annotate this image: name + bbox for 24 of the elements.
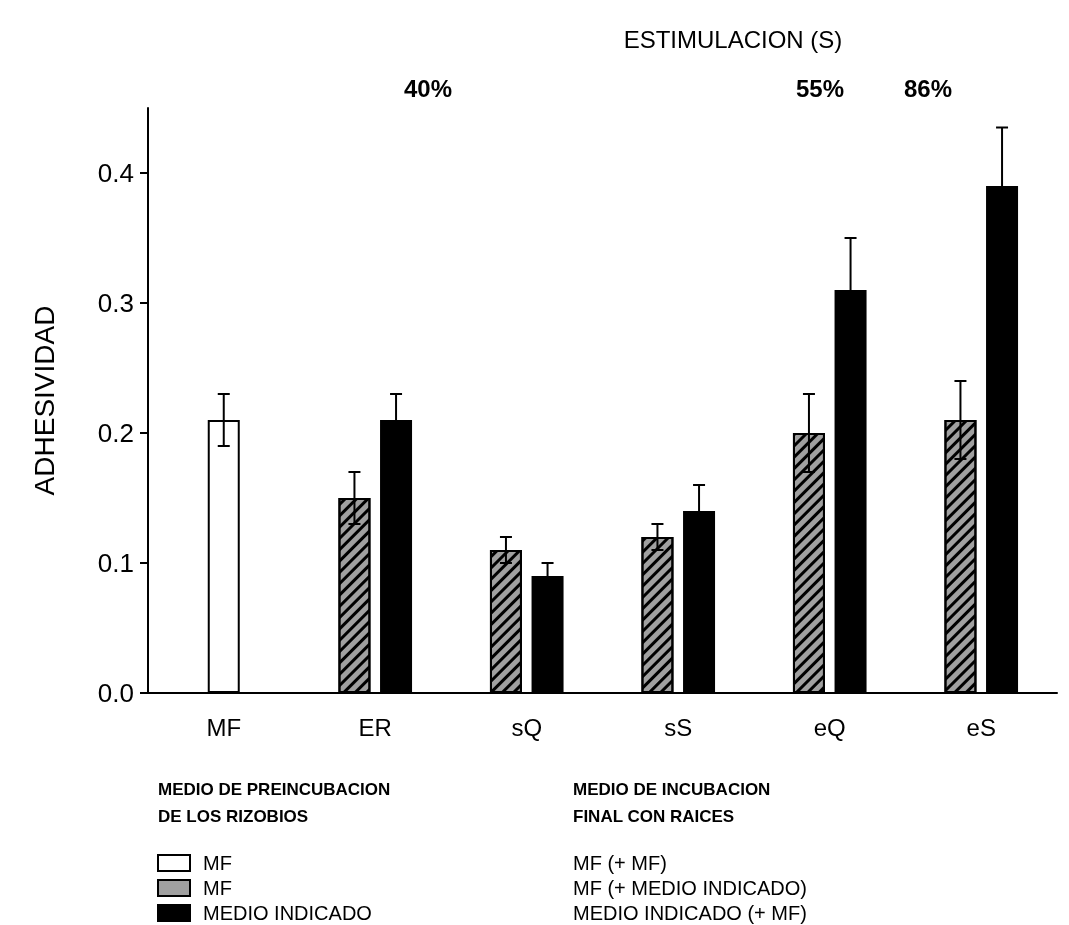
chart-title: ESTIMULACION (S) bbox=[623, 25, 843, 53]
legend-label: MF bbox=[203, 852, 232, 874]
legend-label: MEDIO INDICADO bbox=[203, 902, 372, 924]
y-tick-label: 0.4 bbox=[97, 158, 134, 188]
text: 55% bbox=[795, 74, 845, 102]
x-tick-label: MF bbox=[206, 713, 242, 741]
text: MF (+ MEDIO INDICADO) bbox=[573, 877, 807, 899]
y-tick-label: 0.1 bbox=[97, 548, 134, 578]
x-tick-label: sS bbox=[664, 713, 693, 741]
text: MF (+ MF) bbox=[573, 852, 667, 874]
text: MEDIO DE PREINCUBACION DE LOS RIZOBIOS bbox=[158, 780, 391, 826]
x-tick-label: eQ bbox=[813, 713, 846, 741]
text: 86% bbox=[903, 74, 953, 102]
y-tick-label: 0.3 bbox=[97, 288, 134, 318]
legend-label: MF bbox=[203, 877, 232, 899]
y-tick-label: 0.0 bbox=[97, 678, 134, 708]
x-tick-label: eS bbox=[966, 713, 996, 741]
text: MEDIO INDICADO (+ MF) bbox=[573, 902, 807, 924]
text: 40% bbox=[403, 74, 453, 102]
text: MEDIO DE INCUBACION FINAL CON RAICES bbox=[573, 780, 771, 826]
y-axis-title: ADHESIVIDAD bbox=[28, 305, 60, 496]
x-tick-label: sQ bbox=[511, 713, 543, 741]
x-tick-label: ER bbox=[358, 713, 392, 741]
y-tick-label: 0.2 bbox=[97, 418, 134, 448]
